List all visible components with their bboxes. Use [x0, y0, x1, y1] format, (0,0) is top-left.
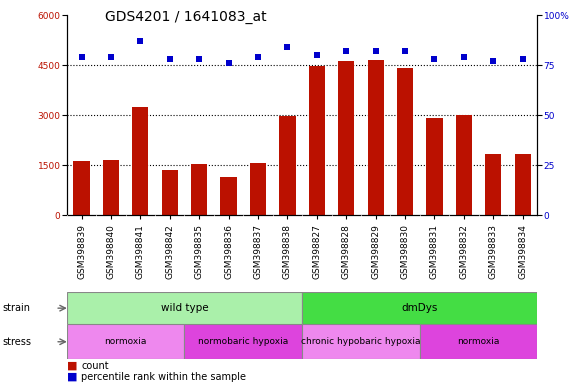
Point [430, 56, 439, 62]
Point [283, 44, 292, 50]
Bar [221, 177, 236, 215]
Point [136, 38, 145, 45]
Text: wild type: wild type [161, 303, 208, 313]
Text: GSM398834: GSM398834 [518, 224, 527, 279]
Text: dmDys: dmDys [401, 303, 438, 313]
Point [489, 58, 498, 65]
Text: GSM398835: GSM398835 [195, 224, 204, 279]
Text: normoxia: normoxia [457, 337, 500, 346]
Bar [302, 324, 420, 359]
Text: GSM398837: GSM398837 [253, 224, 263, 279]
Bar [485, 154, 501, 215]
Text: normobaric hypoxia: normobaric hypoxia [198, 337, 288, 346]
Point [195, 56, 204, 62]
Bar [426, 118, 443, 215]
Bar [309, 66, 325, 215]
Text: GSM398831: GSM398831 [430, 224, 439, 279]
Point [165, 56, 174, 62]
Point [312, 52, 321, 58]
Text: strain: strain [3, 303, 31, 313]
Bar [338, 61, 354, 215]
Bar [103, 160, 119, 215]
Text: GSM398842: GSM398842 [165, 224, 174, 279]
Bar [185, 324, 302, 359]
Text: GSM398832: GSM398832 [460, 224, 468, 279]
Point [253, 54, 263, 60]
Bar [302, 292, 537, 324]
Text: GSM398839: GSM398839 [77, 224, 86, 279]
Text: normoxia: normoxia [105, 337, 147, 346]
Point [106, 54, 116, 60]
Point [342, 48, 351, 55]
Text: count: count [81, 361, 109, 371]
Text: ■: ■ [67, 361, 81, 371]
Bar [368, 60, 383, 215]
Bar [67, 324, 185, 359]
Text: GSM398836: GSM398836 [224, 224, 233, 279]
Text: GSM398829: GSM398829 [371, 224, 380, 279]
Bar [456, 114, 472, 215]
Text: GSM398840: GSM398840 [106, 224, 116, 279]
Bar [250, 163, 266, 215]
Bar [420, 324, 537, 359]
Text: GSM398841: GSM398841 [136, 224, 145, 279]
Point [224, 60, 233, 66]
Point [518, 56, 528, 62]
Text: stress: stress [3, 337, 32, 347]
Point [400, 48, 410, 55]
Text: percentile rank within the sample: percentile rank within the sample [81, 372, 246, 382]
Text: GSM398827: GSM398827 [313, 224, 321, 279]
Text: GSM398833: GSM398833 [489, 224, 498, 279]
Text: GSM398838: GSM398838 [283, 224, 292, 279]
Point [371, 48, 381, 55]
Bar [73, 161, 89, 215]
Point [459, 54, 468, 60]
Bar [67, 292, 302, 324]
Bar [397, 68, 413, 215]
Text: GDS4201 / 1641083_at: GDS4201 / 1641083_at [105, 10, 266, 23]
Text: GSM398830: GSM398830 [400, 224, 410, 279]
Text: ■: ■ [67, 372, 81, 382]
Bar [191, 164, 207, 215]
Bar [279, 116, 296, 215]
Bar [162, 170, 178, 215]
Bar [132, 107, 148, 215]
Bar [515, 154, 531, 215]
Point [77, 54, 86, 60]
Text: GSM398828: GSM398828 [342, 224, 351, 279]
Text: chronic hypobaric hypoxia: chronic hypobaric hypoxia [301, 337, 421, 346]
